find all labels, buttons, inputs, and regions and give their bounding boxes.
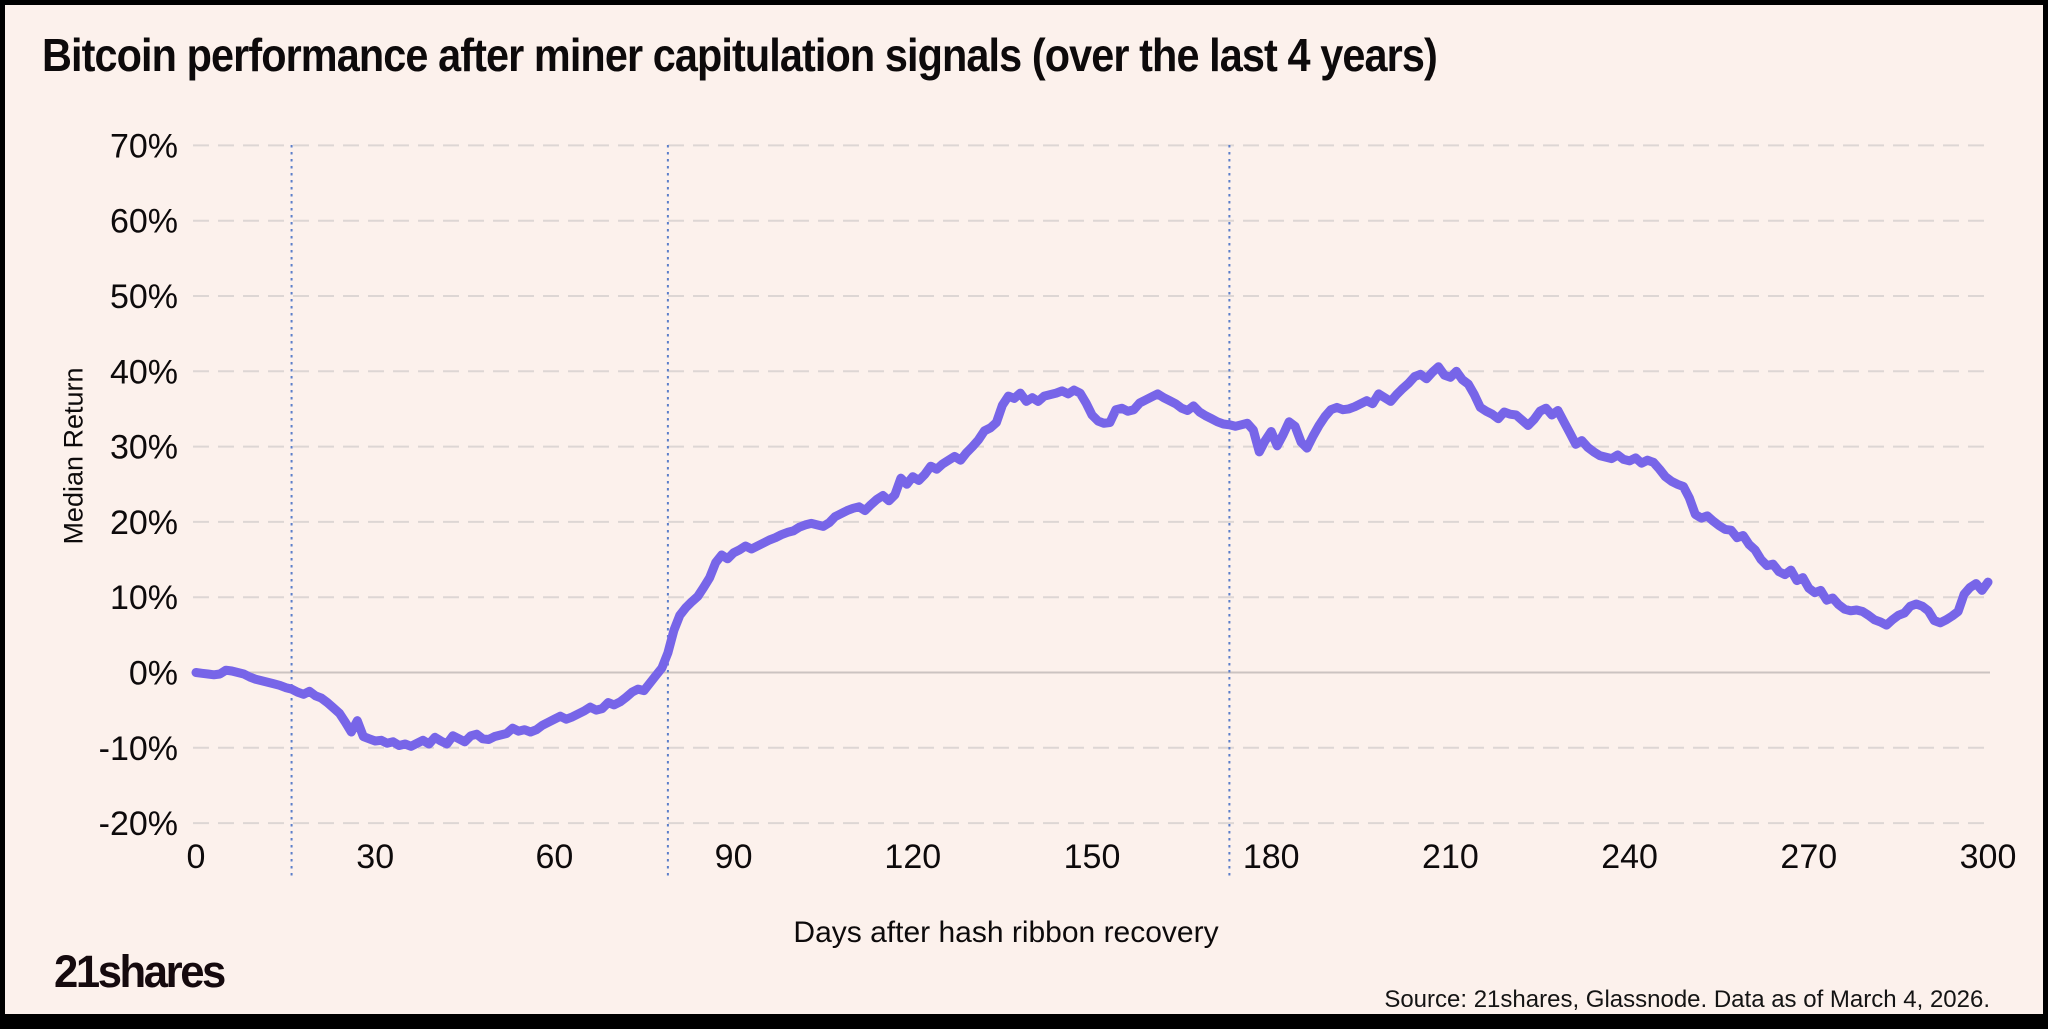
x-tick-label: 0 xyxy=(187,838,206,876)
y-tick-label: 10% xyxy=(110,579,178,617)
y-tick-label: 30% xyxy=(110,429,178,467)
page-title: Bitcoin performance after miner capitula… xyxy=(42,29,1438,81)
x-tick-label: 240 xyxy=(1601,838,1658,876)
y-tick-label: 60% xyxy=(110,203,178,241)
source-note: Source: 21shares, Glassnode. Data as of … xyxy=(1384,986,1990,1013)
x-tick-label: 210 xyxy=(1422,838,1479,876)
21shares-logo: 21shares xyxy=(54,946,226,997)
y-tick-label: 70% xyxy=(110,127,178,165)
footer-bar xyxy=(0,1014,2048,1029)
y-tick-label: -10% xyxy=(99,730,178,768)
x-tick-label: 120 xyxy=(884,838,941,876)
y-axis-title: Median Return xyxy=(58,367,89,545)
x-tick-label: 180 xyxy=(1243,838,1300,876)
x-tick-label: 300 xyxy=(1960,838,2017,876)
x-tick-label: 60 xyxy=(535,838,573,876)
x-tick-label: 30 xyxy=(356,838,394,876)
x-tick-label: 150 xyxy=(1064,838,1121,876)
y-tick-label: -20% xyxy=(99,805,178,843)
x-tick-label: 90 xyxy=(715,838,753,876)
y-tick-label: 20% xyxy=(110,504,178,542)
y-tick-label: 50% xyxy=(110,278,178,316)
median-return-line xyxy=(191,362,1993,751)
x-tick-label: 270 xyxy=(1780,838,1837,876)
x-axis-title: Days after hash ribbon recovery xyxy=(793,916,1219,949)
y-tick-label: 0% xyxy=(129,655,178,693)
y-tick-label: 40% xyxy=(110,353,178,391)
